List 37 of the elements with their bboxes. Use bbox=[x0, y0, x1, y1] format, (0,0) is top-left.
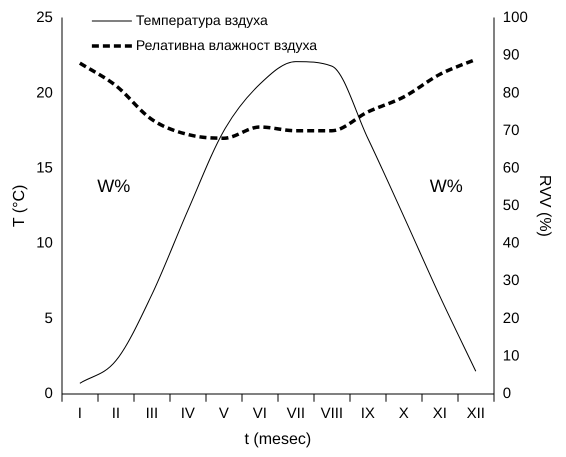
y-tick-label: 10 bbox=[36, 234, 53, 252]
y-tick-label: 25 bbox=[36, 9, 53, 26]
y-tick-label: 20 bbox=[36, 84, 53, 102]
y2-tick-label: 80 bbox=[502, 84, 520, 102]
x-axis-title: t (mesec) bbox=[244, 430, 312, 448]
x-tick-label: IX bbox=[360, 404, 375, 422]
x-tick-label: II bbox=[112, 404, 120, 422]
x-tick-label: VIII bbox=[320, 404, 344, 422]
x-tick-label: III bbox=[146, 404, 158, 422]
legend-label: Температура вздуха bbox=[136, 12, 268, 28]
annotation: W% bbox=[97, 176, 130, 196]
x-tick-label: V bbox=[218, 404, 229, 422]
y2-tick-label: 90 bbox=[502, 46, 520, 64]
y2-tick-label: 10 bbox=[502, 347, 520, 364]
y2-tick-label: 0 bbox=[502, 384, 512, 402]
x-tick-label: VII bbox=[286, 404, 305, 422]
line-series bbox=[79, 61, 476, 384]
y2-tick-label: 100 bbox=[502, 9, 528, 26]
y2-axis-title: RVV (%) bbox=[536, 174, 553, 237]
y2-tick-label: 20 bbox=[502, 310, 520, 327]
x-tick-label: IV bbox=[180, 404, 195, 422]
y-tick-label: 5 bbox=[44, 310, 53, 327]
y2-tick-label: 50 bbox=[502, 197, 520, 214]
y-tick-label: 15 bbox=[36, 159, 53, 176]
y2-tick-label: 60 bbox=[502, 159, 520, 176]
x-tick-label: VI bbox=[252, 404, 267, 422]
legend-label: Релативна влажност вздуха bbox=[136, 36, 318, 53]
y2-tick-label: 30 bbox=[502, 272, 520, 290]
y2-tick-label: 70 bbox=[502, 122, 520, 139]
x-tick-label: XI bbox=[432, 404, 447, 422]
y-axis-title: T (°C) bbox=[11, 184, 28, 228]
x-tick-label: I bbox=[78, 404, 82, 422]
y-tick-label: 0 bbox=[44, 384, 53, 402]
x-tick-label: X bbox=[398, 404, 409, 422]
annotation: W% bbox=[430, 176, 463, 196]
x-tick-label: XII bbox=[466, 404, 485, 422]
y2-tick-label: 40 bbox=[502, 234, 520, 252]
